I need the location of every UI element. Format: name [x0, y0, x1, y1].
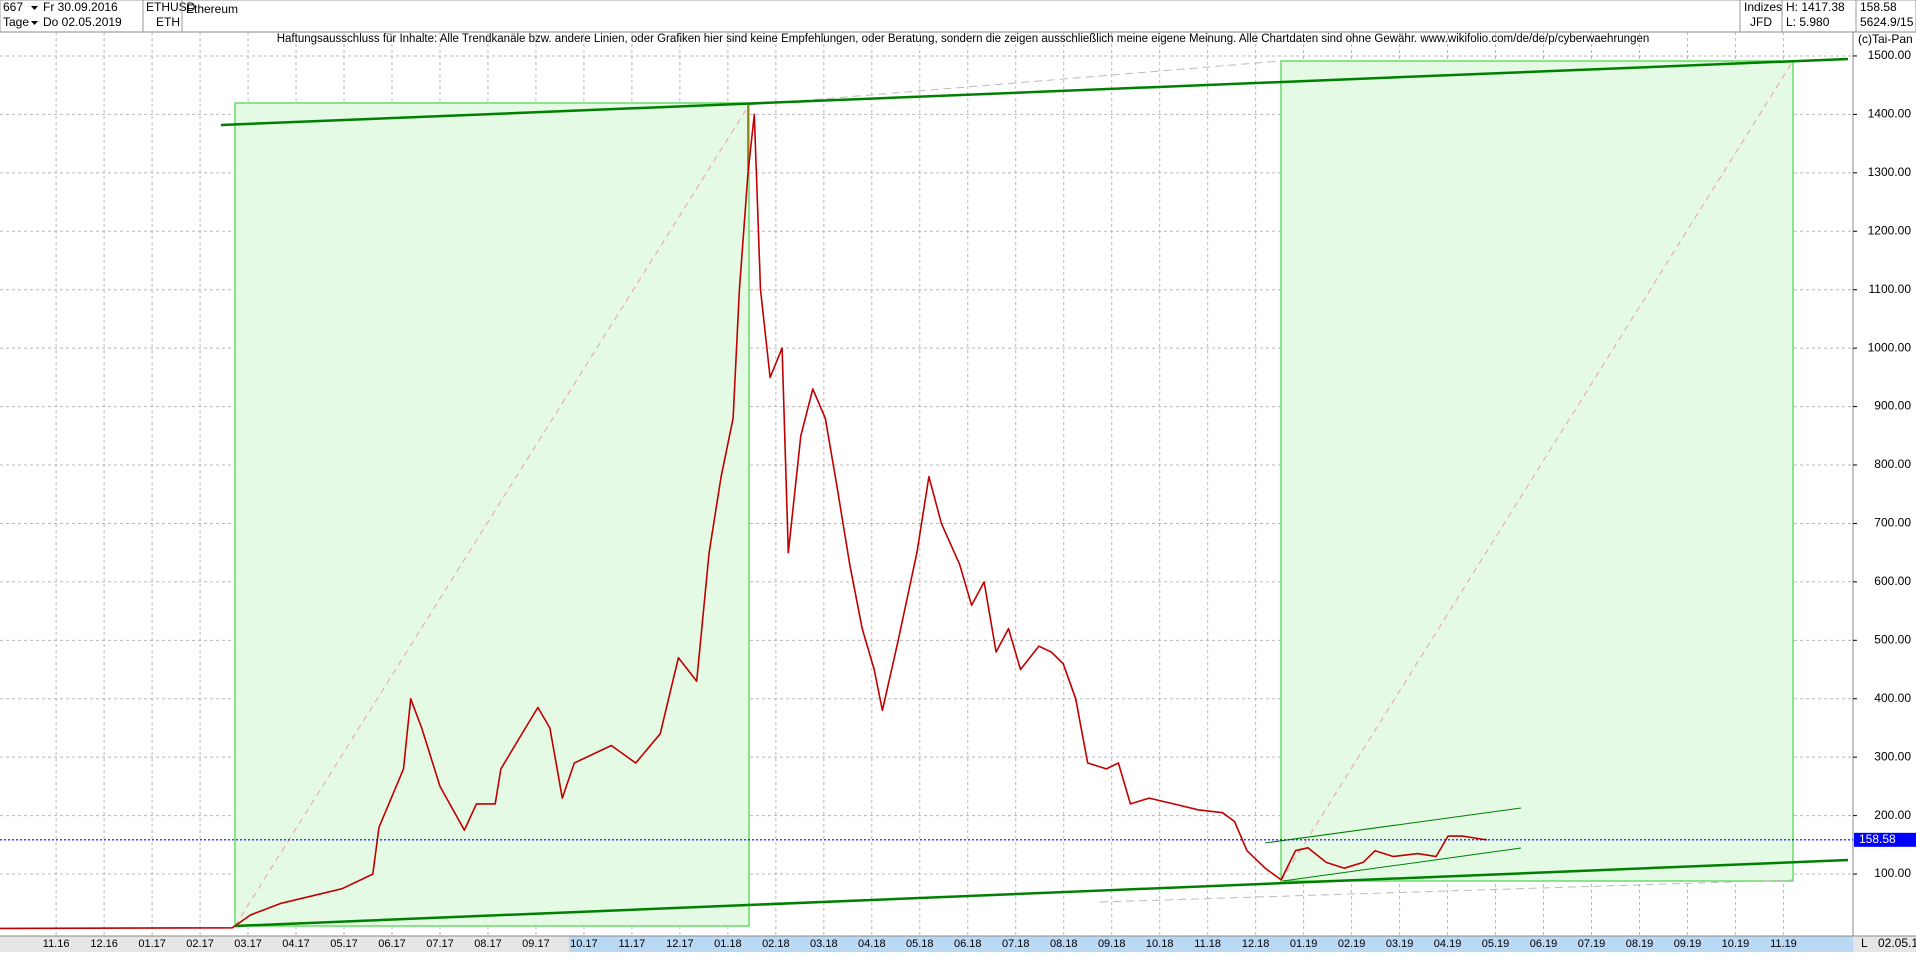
- y-tick-label: 800.00: [1874, 457, 1911, 471]
- x-tick-label: 08.19: [1626, 938, 1654, 950]
- drawings: [234, 60, 1794, 927]
- footer-mode: L: [1861, 936, 1868, 950]
- y-tick-label: 1000.00: [1868, 340, 1912, 354]
- period[interactable]: Tage: [3, 15, 29, 29]
- y-tick-label: 1300.00: [1868, 165, 1912, 179]
- x-tick-label: 07.18: [1002, 938, 1030, 950]
- code: 667: [3, 0, 23, 14]
- instrument-name: Ethereum: [186, 2, 238, 16]
- x-tick-label: 06.18: [954, 938, 982, 950]
- channel-line: [1282, 847, 1522, 882]
- short-name: ETH: [156, 15, 180, 29]
- y-tick-label: 100.00: [1874, 866, 1911, 880]
- trendline: [220, 57, 1849, 127]
- y-tick-label: 1200.00: [1868, 223, 1912, 237]
- channel-line: [1264, 807, 1522, 844]
- x-tick-label: 05.17: [330, 938, 358, 950]
- x-tick-label: 04.17: [282, 938, 310, 950]
- x-tick-label: 04.18: [858, 938, 886, 950]
- x-tick-label: 01.18: [714, 938, 742, 950]
- marks: [0, 113, 1488, 930]
- x-tick-label: 05.18: [906, 938, 934, 950]
- disclaimer: Haftungsausschluss für Inhalte: Alle Tre…: [277, 33, 1650, 45]
- diagonal: [234, 104, 750, 927]
- dropdown-icon[interactable]: [31, 6, 38, 10]
- x-tick-label: 08.17: [474, 938, 502, 950]
- x-tick-label: 02.19: [1338, 938, 1366, 950]
- x-tick-label: 06.19: [1530, 938, 1558, 950]
- high: H: 1417.38: [1786, 0, 1845, 14]
- price-line: [0, 113, 1488, 930]
- x-tick-label: 06.17: [378, 938, 406, 950]
- x-tick-label: 11.16: [43, 938, 70, 950]
- diagonal: [1280, 60, 1794, 882]
- x-tick-label: 05.19: [1482, 938, 1510, 950]
- x-tick-label: 02.17: [186, 938, 214, 950]
- trendline: [234, 858, 1849, 928]
- y-tick-label: 700.00: [1874, 516, 1911, 530]
- x-tick-label: 11.17: [619, 938, 646, 950]
- y-tick-label: 1500.00: [1868, 48, 1912, 62]
- x-tick-label: 09.18: [1098, 938, 1126, 950]
- x-tick-label: 02.18: [762, 938, 790, 950]
- copyright: (c)Tai-Pan: [1858, 32, 1913, 46]
- header: 667 Fr 30.09.2016 Tage Do 02.05.2019 ETH…: [0, 0, 1916, 33]
- from-date: Fr 30.09.2016: [43, 0, 118, 14]
- x-axis-range: [569, 936, 1853, 952]
- y-tick-label: 1400.00: [1868, 107, 1912, 121]
- y-tick-label: 900.00: [1874, 399, 1911, 413]
- x-tick-label: 07.19: [1578, 938, 1606, 950]
- extra: 5624.9/15: [1860, 15, 1914, 29]
- x-tick-label: 10.18: [1146, 938, 1174, 950]
- guide: [1099, 879, 1794, 903]
- to-date: Do 02.05.2019: [43, 15, 122, 29]
- x-tick-label: 09.17: [522, 938, 550, 950]
- range-box: [234, 102, 750, 927]
- x-tick-label: 07.17: [426, 938, 454, 950]
- broker: JFD: [1750, 15, 1772, 29]
- dropdown-icon[interactable]: [31, 21, 38, 25]
- low: L: 5.980: [1786, 15, 1830, 29]
- trendlines: [220, 57, 1849, 928]
- y-tick-label: 200.00: [1874, 808, 1911, 822]
- group: Indizes: [1744, 0, 1782, 14]
- y-tick-label: 1100.00: [1869, 282, 1912, 296]
- x-tick-label: 03.18: [810, 938, 838, 950]
- y-tick-label: 600.00: [1874, 574, 1911, 588]
- footer-date: 02.05.19: [1878, 936, 1916, 950]
- x-tick-label: 04.19: [1434, 938, 1462, 950]
- last-value-box: [1854, 832, 1916, 847]
- y-tick-label: 300.00: [1874, 749, 1911, 763]
- x-tick-label: 10.19: [1722, 938, 1750, 950]
- x-tick-label: 12.16: [90, 938, 118, 950]
- x-tick-label: 03.17: [234, 938, 262, 950]
- x-tick-label: 01.19: [1290, 938, 1318, 950]
- y-tick-label: 400.00: [1874, 691, 1911, 705]
- guide: [748, 60, 1282, 106]
- x-tick-label: 01.17: [138, 938, 166, 950]
- header-bg: [0, 0, 1916, 33]
- x-tick-label: 12.17: [666, 938, 694, 950]
- symbol: ETHUSD: [146, 0, 196, 14]
- x-tick-label: 09.19: [1674, 938, 1702, 950]
- last-value-label: 158.58: [1859, 832, 1896, 846]
- x-tick-label: 08.18: [1050, 938, 1078, 950]
- y-tick-label: 500.00: [1874, 632, 1911, 646]
- x-tick-label: 03.19: [1386, 938, 1414, 950]
- x-tick-label: 10.17: [570, 938, 598, 950]
- x-tick-label: 11.18: [1194, 938, 1221, 950]
- last: 158.58: [1860, 0, 1897, 14]
- x-tick-label: 12.18: [1242, 938, 1270, 950]
- x-tick-label: 11.19: [1770, 938, 1797, 950]
